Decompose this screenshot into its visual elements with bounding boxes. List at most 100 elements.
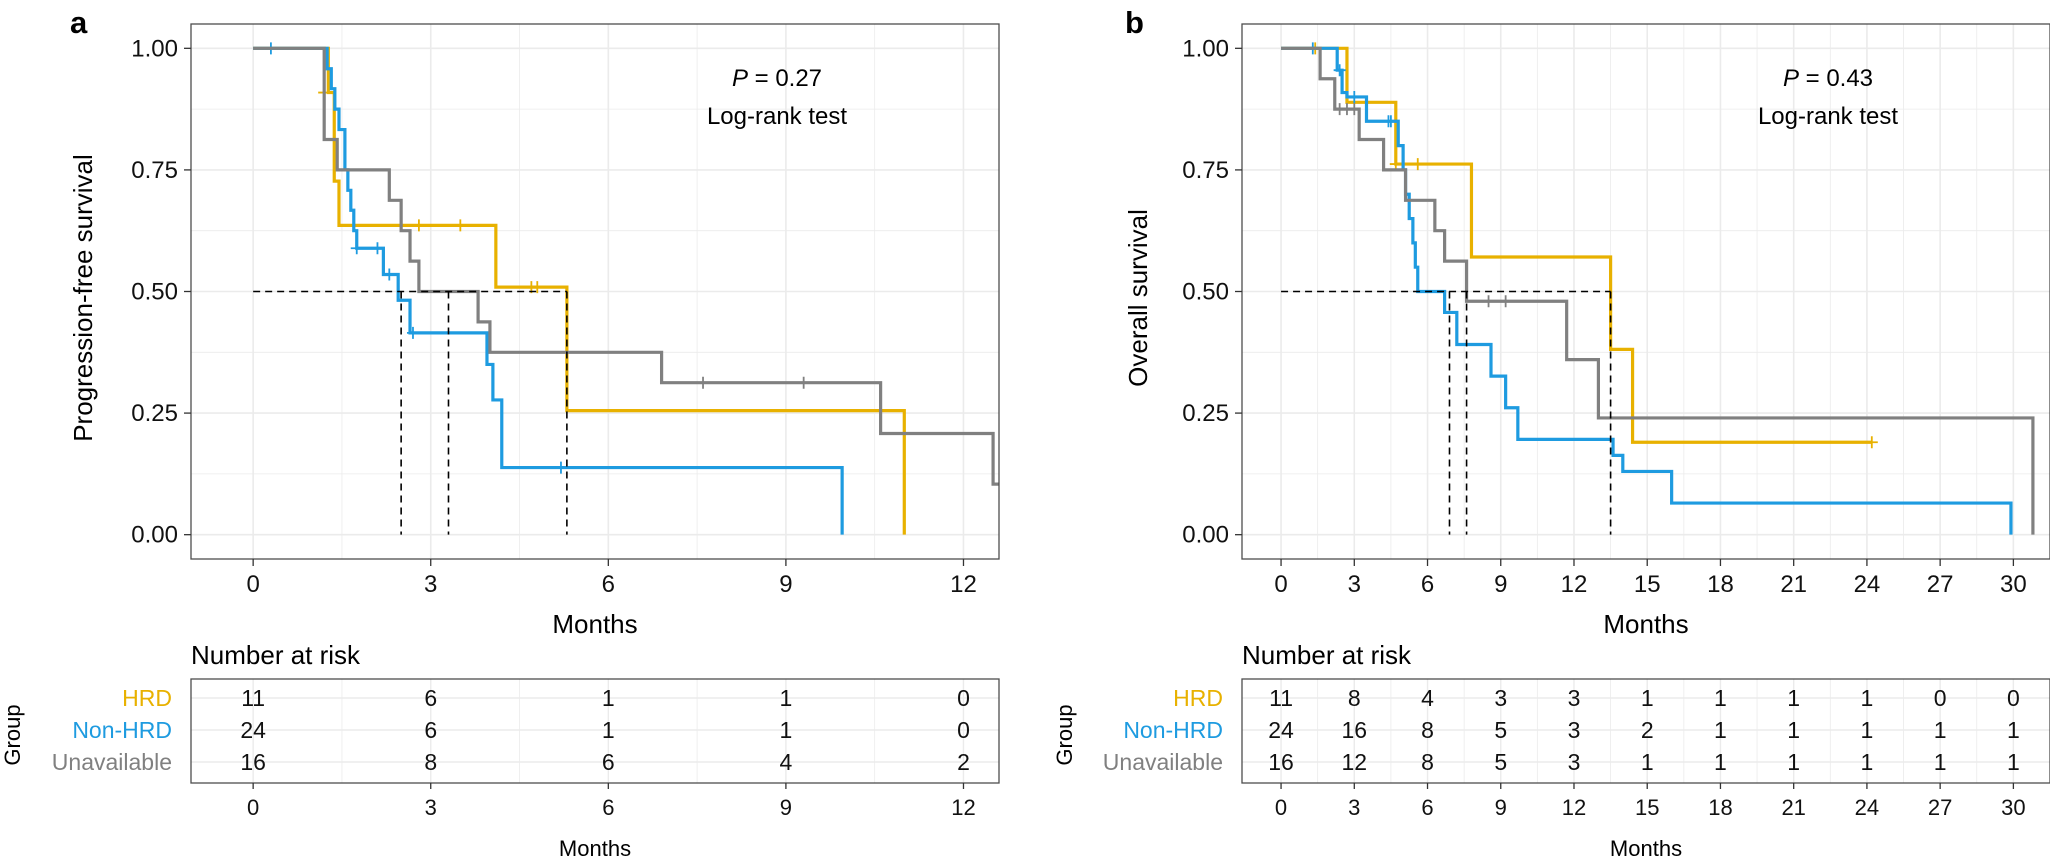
risk-count-non-hrd: 1 <box>602 717 615 743</box>
panel-b-risk-group-labels: HRD Non-HRD Unavailable <box>1103 685 1223 775</box>
risk-count-non-hrd: 0 <box>957 717 970 743</box>
risk-count-non-hrd: 3 <box>1568 717 1581 743</box>
panel-a-letter: a <box>70 5 88 40</box>
risk-count-unavailable: 1 <box>2007 749 2020 775</box>
risk-count-hrd: 0 <box>957 685 970 711</box>
panel-b-curves <box>1281 42 2035 535</box>
panel-b-risk-x-axis-title: Months <box>1610 836 1682 861</box>
panel-a-risk-border <box>190 678 1000 784</box>
risk-count-non-hrd: 1 <box>1934 717 1947 743</box>
risk-count-unavailable: 1 <box>1934 749 1947 775</box>
x-tick-label: 15 <box>1634 571 1661 598</box>
risk-count-hrd: 1 <box>1787 685 1800 711</box>
risk-group-label-non-hrd: Non-HRD <box>72 717 172 743</box>
km-curve-hrd <box>1281 46 1872 444</box>
km-curve-unavailable <box>1281 46 2035 535</box>
risk-count-hrd: 1 <box>1861 685 1874 711</box>
censor-mark-non-hrd <box>1384 115 1397 128</box>
y-tick-label: 0.75 <box>1182 157 1229 184</box>
censor-mark-non-hrd <box>406 326 419 339</box>
risk-count-non-hrd: 5 <box>1494 717 1507 743</box>
risk-count-hrd: 4 <box>1421 685 1434 711</box>
risk-count-hrd: 1 <box>602 685 615 711</box>
risk-count-hrd: 1 <box>1641 685 1654 711</box>
risk-x-tick-label: 0 <box>247 795 259 820</box>
risk-count-hrd: 6 <box>424 685 437 711</box>
panel-a-p-symbol: P <box>732 65 748 92</box>
risk-group-label-hrd: HRD <box>122 685 172 711</box>
censor-mark-hrd <box>412 219 425 232</box>
risk-group-label-hrd: HRD <box>1173 685 1223 711</box>
risk-count-non-hrd: 1 <box>780 717 793 743</box>
panel-b-risk-x-ticks: 0 3 6 9 12 15 18 21 24 27 30 <box>1275 783 2026 820</box>
x-tick-label: 0 <box>246 571 259 598</box>
panel-a-group-axis-title: Group <box>0 704 25 765</box>
x-tick-label: 21 <box>1780 571 1807 598</box>
panel-a-risk-values: 11 6 1 1 024 6 1 1 016 8 6 4 2 <box>240 685 970 775</box>
panel-a-risk-x-ticks: 0 3 6 9 12 <box>247 783 976 820</box>
risk-count-unavailable: 6 <box>602 749 615 775</box>
panel-b: b 0 3 6 9 12 15 18 21 24 27 30 0.000.250.500.751.0… <box>1052 5 2050 861</box>
panel-a-risk-title: Number at risk <box>191 640 361 670</box>
risk-count-non-hrd: 8 <box>1421 717 1434 743</box>
x-tick-label: 9 <box>779 571 792 598</box>
risk-x-tick-label: 12 <box>951 795 975 820</box>
risk-count-unavailable: 5 <box>1494 749 1507 775</box>
panel-a-y-ticks: 0.00 0.25 0.50 0.75 1.00 <box>131 35 191 549</box>
x-tick-label: 6 <box>602 571 615 598</box>
risk-x-tick-label: 9 <box>1495 795 1507 820</box>
censor-mark-non-hrd <box>383 268 396 281</box>
risk-count-hrd: 1 <box>780 685 793 711</box>
risk-count-unavailable: 16 <box>1268 749 1294 775</box>
risk-count-hrd: 3 <box>1494 685 1507 711</box>
risk-count-hrd: 1 <box>1714 685 1727 711</box>
panel-a: a 0 3 6 9 12 0.000.250.500.751.00 P = 0.27 L… <box>0 5 1000 861</box>
panel-a-curves <box>253 42 999 535</box>
risk-count-hrd: 11 <box>241 685 265 711</box>
risk-count-unavailable: 2 <box>957 749 970 775</box>
panel-a-risk-gridlines <box>191 679 999 783</box>
risk-group-label-unavailable: Unavailable <box>52 749 172 775</box>
risk-x-tick-label: 24 <box>1855 795 1879 820</box>
risk-group-label-non-hrd: Non-HRD <box>1123 717 1223 743</box>
panel-b-x-ticks: 0 3 6 9 12 15 18 21 24 27 30 <box>1274 559 2027 598</box>
panel-b-p-number: = 0.43 <box>1799 65 1873 92</box>
risk-count-hrd: 3 <box>1568 685 1581 711</box>
panel-b-p-symbol: P <box>1783 65 1799 92</box>
censor-mark-non-hrd <box>554 461 567 474</box>
risk-count-non-hrd: 16 <box>1341 717 1367 743</box>
y-tick-label: 0.25 <box>131 400 178 427</box>
risk-x-tick-label: 18 <box>1708 795 1732 820</box>
censor-mark-unavailable <box>797 376 810 389</box>
risk-count-hrd: 0 <box>2007 685 2020 711</box>
risk-x-tick-label: 15 <box>1635 795 1659 820</box>
censor-mark-non-hrd <box>350 242 363 255</box>
censor-mark-unavailable <box>1348 103 1361 116</box>
censor-mark-unavailable <box>1499 295 1512 308</box>
panel-b-p-value: P = 0.43 <box>1783 65 1873 92</box>
risk-x-tick-label: 30 <box>2001 795 2025 820</box>
x-tick-label: 6 <box>1421 571 1434 598</box>
risk-count-non-hrd: 6 <box>424 717 437 743</box>
y-tick-label: 0.00 <box>131 522 178 549</box>
panel-a-median-lines <box>253 290 568 535</box>
risk-x-tick-label: 0 <box>1275 795 1287 820</box>
risk-x-tick-label: 6 <box>1421 795 1433 820</box>
panel-b-risk-title: Number at risk <box>1242 640 1412 670</box>
risk-x-tick-label: 9 <box>780 795 792 820</box>
panel-b-gridlines <box>1242 24 2050 559</box>
panel-a-risk-table: Number at risk 11 6 1 1 024 6 1 1 016 8 6 4 2 HRDNon… <box>0 640 1000 861</box>
km-curve-non-hrd <box>253 46 844 535</box>
x-tick-label: 30 <box>2000 571 2027 598</box>
x-tick-label: 3 <box>1348 571 1361 598</box>
censor-mark-hrd <box>1389 158 1402 171</box>
risk-count-non-hrd: 24 <box>240 717 266 743</box>
risk-x-tick-label: 27 <box>1928 795 1952 820</box>
risk-count-unavailable: 8 <box>424 749 437 775</box>
risk-count-non-hrd: 1 <box>1787 717 1800 743</box>
x-tick-label: 18 <box>1707 571 1734 598</box>
panel-b-y-axis-title: Overall survival <box>1123 209 1153 387</box>
panel-b-risk-gridlines <box>1242 679 2050 783</box>
censor-mark-hrd <box>531 281 544 294</box>
